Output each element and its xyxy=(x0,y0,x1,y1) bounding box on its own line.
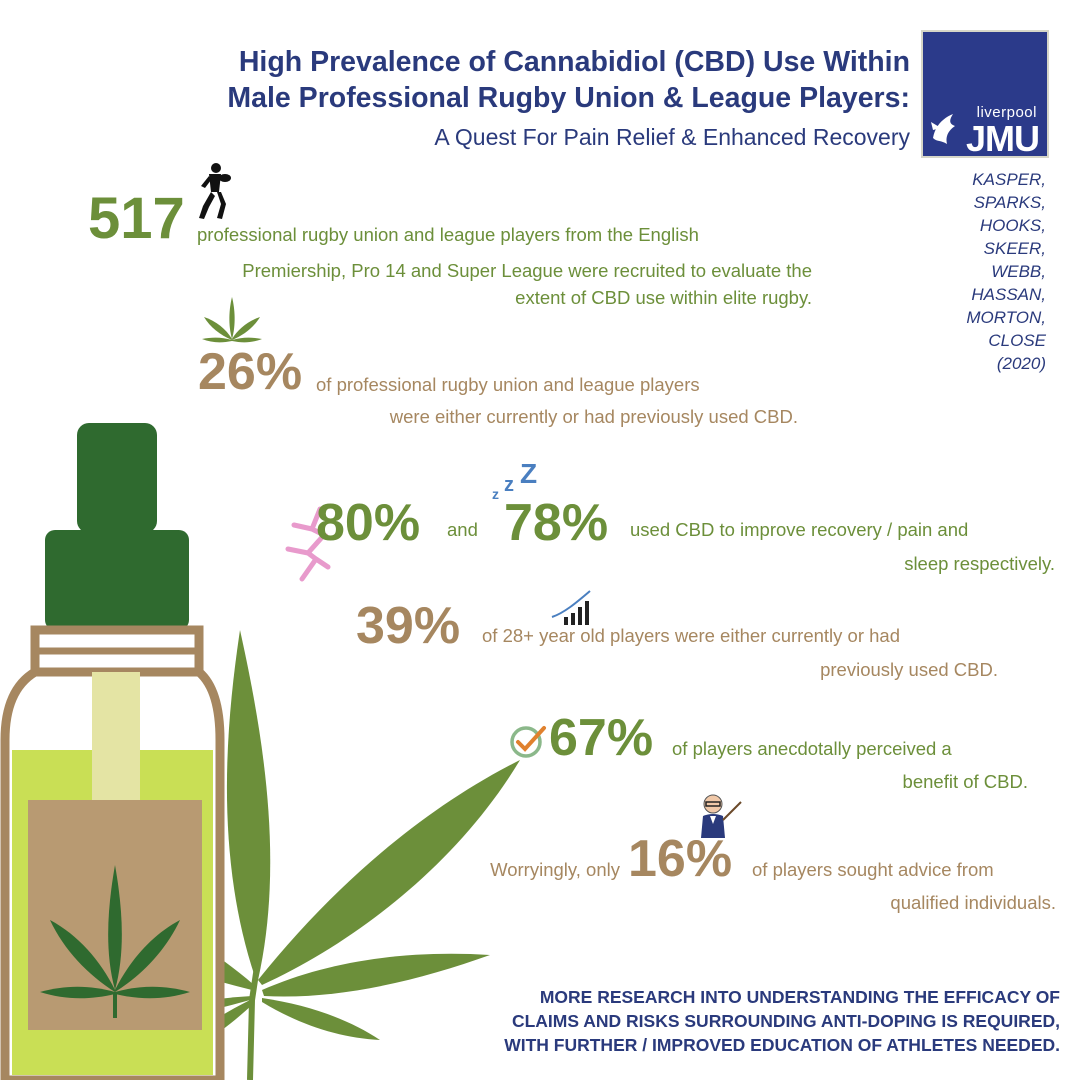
stat-78-value: 78% xyxy=(504,494,609,552)
svg-text:Z: Z xyxy=(520,458,537,489)
authors: KASPER, SPARKS, HOOKS, SKEER, WEBB, HASS… xyxy=(930,168,1046,375)
conclusion: MORE RESEARCH INTO UNDERSTANDING THE EFF… xyxy=(380,985,1060,1057)
stat-517-line-1: professional rugby union and league play… xyxy=(197,224,699,245)
stat-67-line-1: of players anecdotally perceived a xyxy=(672,738,952,759)
stat-16-line-1: of players sought advice from xyxy=(752,859,994,880)
author: (2020) xyxy=(996,354,1046,373)
stat-16-value: 16% xyxy=(628,830,733,888)
stat-39-line-2: previously used CBD. xyxy=(820,659,998,680)
stat-517-line-3: extent of CBD use within elite rugby. xyxy=(515,287,812,308)
author: SPARKS, xyxy=(973,193,1046,212)
author: HASSAN, xyxy=(971,285,1046,304)
bar-chart-icon xyxy=(551,590,591,625)
rugby-player-icon xyxy=(199,163,231,219)
liver-bird-icon xyxy=(931,114,955,144)
cbd-bottle-illustration xyxy=(0,423,225,1080)
stat-26-value: 26% xyxy=(198,343,303,401)
logo-big-text: JMU xyxy=(965,118,1040,159)
stat-80-value: 80% xyxy=(316,494,421,552)
stat-67-value: 67% xyxy=(549,709,654,767)
lightning-icon xyxy=(285,506,331,582)
stat-16-prefix: Worryingly, only xyxy=(490,859,620,880)
author: WEBB, xyxy=(991,262,1046,281)
author: HOOKS, xyxy=(979,216,1046,235)
stat-80-and: and xyxy=(447,519,478,540)
title-line-1: High Prevalence of Cannabidiol (CBD) Use… xyxy=(238,46,910,78)
check-circle-icon xyxy=(510,726,546,758)
title-line-2: Male Professional Rugby Union & League P… xyxy=(227,82,910,114)
stat-517-line-2: Premiership, Pro 14 and Super League wer… xyxy=(242,260,812,281)
stat-16-line-2: qualified individuals. xyxy=(890,892,1056,913)
stat-80-line-1: used CBD to improve recovery / pain and xyxy=(630,519,969,540)
stat-26-line-1: of professional rugby union and league p… xyxy=(316,374,700,395)
conclusion-line-2: CLAIMS AND RISKS SURROUNDING ANTI-DOPING… xyxy=(511,1011,1060,1031)
ljmu-logo: liverpool JMU xyxy=(921,30,1049,159)
author: CLOSE xyxy=(988,331,1046,350)
stat-26-line-2: were either currently or had previously … xyxy=(389,406,798,427)
stat-39-line-1: of 28+ year old players were either curr… xyxy=(482,625,901,646)
stat-80-line-2: sleep respectively. xyxy=(904,553,1055,574)
svg-text:z: z xyxy=(492,486,499,502)
author: SKEER, xyxy=(983,239,1046,258)
author: KASPER, xyxy=(972,170,1046,189)
professor-icon xyxy=(701,794,742,838)
author: MORTON, xyxy=(966,308,1046,327)
svg-text:z: z xyxy=(504,474,514,496)
conclusion-line-3: WITH FURTHER / IMPROVED EDUCATION OF ATH… xyxy=(504,1035,1060,1055)
conclusion-line-1: MORE RESEARCH INTO UNDERSTANDING THE EFF… xyxy=(539,987,1060,1007)
subtitle: A Quest For Pain Relief & Enhanced Recov… xyxy=(434,124,910,150)
stat-517-value: 517 xyxy=(88,186,185,251)
logo-small-text: liverpool xyxy=(976,104,1037,121)
cannabis-leaf-icon xyxy=(202,297,262,343)
stat-67-line-2: benefit of CBD. xyxy=(902,771,1028,792)
stat-39-value: 39% xyxy=(356,597,461,655)
sleep-zzz-icon: z z Z xyxy=(492,458,537,502)
